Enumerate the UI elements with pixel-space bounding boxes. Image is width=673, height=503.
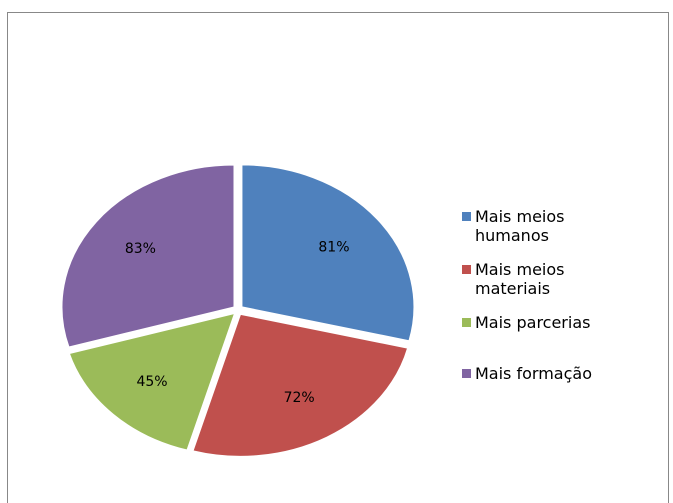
legend-label: Mais parcerias	[475, 313, 591, 332]
legend-swatch	[462, 318, 471, 327]
legend-swatch	[462, 369, 471, 378]
pie-slice	[241, 164, 415, 342]
legend-item: Mais meios humanos	[462, 207, 622, 245]
data-label: 45%	[136, 374, 167, 390]
legend-item: Mais meios materiais	[462, 260, 622, 298]
pie-slice	[192, 313, 409, 457]
data-label: 81%	[318, 239, 349, 255]
frame	[7, 12, 669, 503]
legend-item: Mais parcerias	[462, 313, 622, 332]
legend-item: Mais formação	[462, 364, 622, 383]
pie-slice	[68, 312, 236, 451]
legend-swatch	[462, 212, 471, 221]
data-label: 72%	[284, 390, 315, 406]
data-label: 83%	[125, 241, 156, 257]
legend-label: Mais meios humanos	[475, 207, 565, 245]
legend-label: Mais formação	[475, 364, 592, 383]
legend-swatch	[462, 265, 471, 274]
legend-label: Mais meios materiais	[475, 260, 565, 298]
pie-slice	[61, 164, 235, 348]
